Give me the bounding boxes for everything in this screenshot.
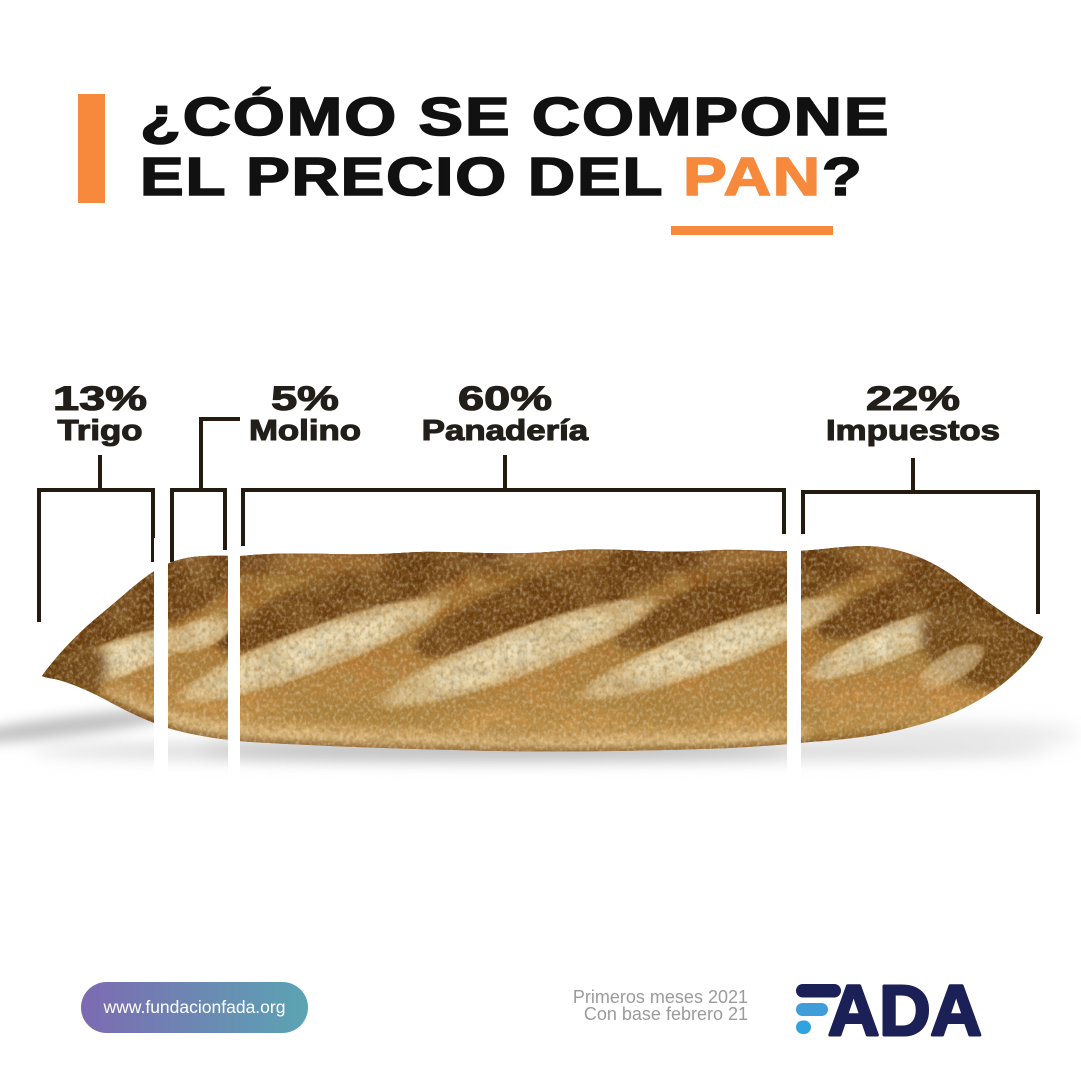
svg-text:ADA: ADA [828,972,982,1051]
